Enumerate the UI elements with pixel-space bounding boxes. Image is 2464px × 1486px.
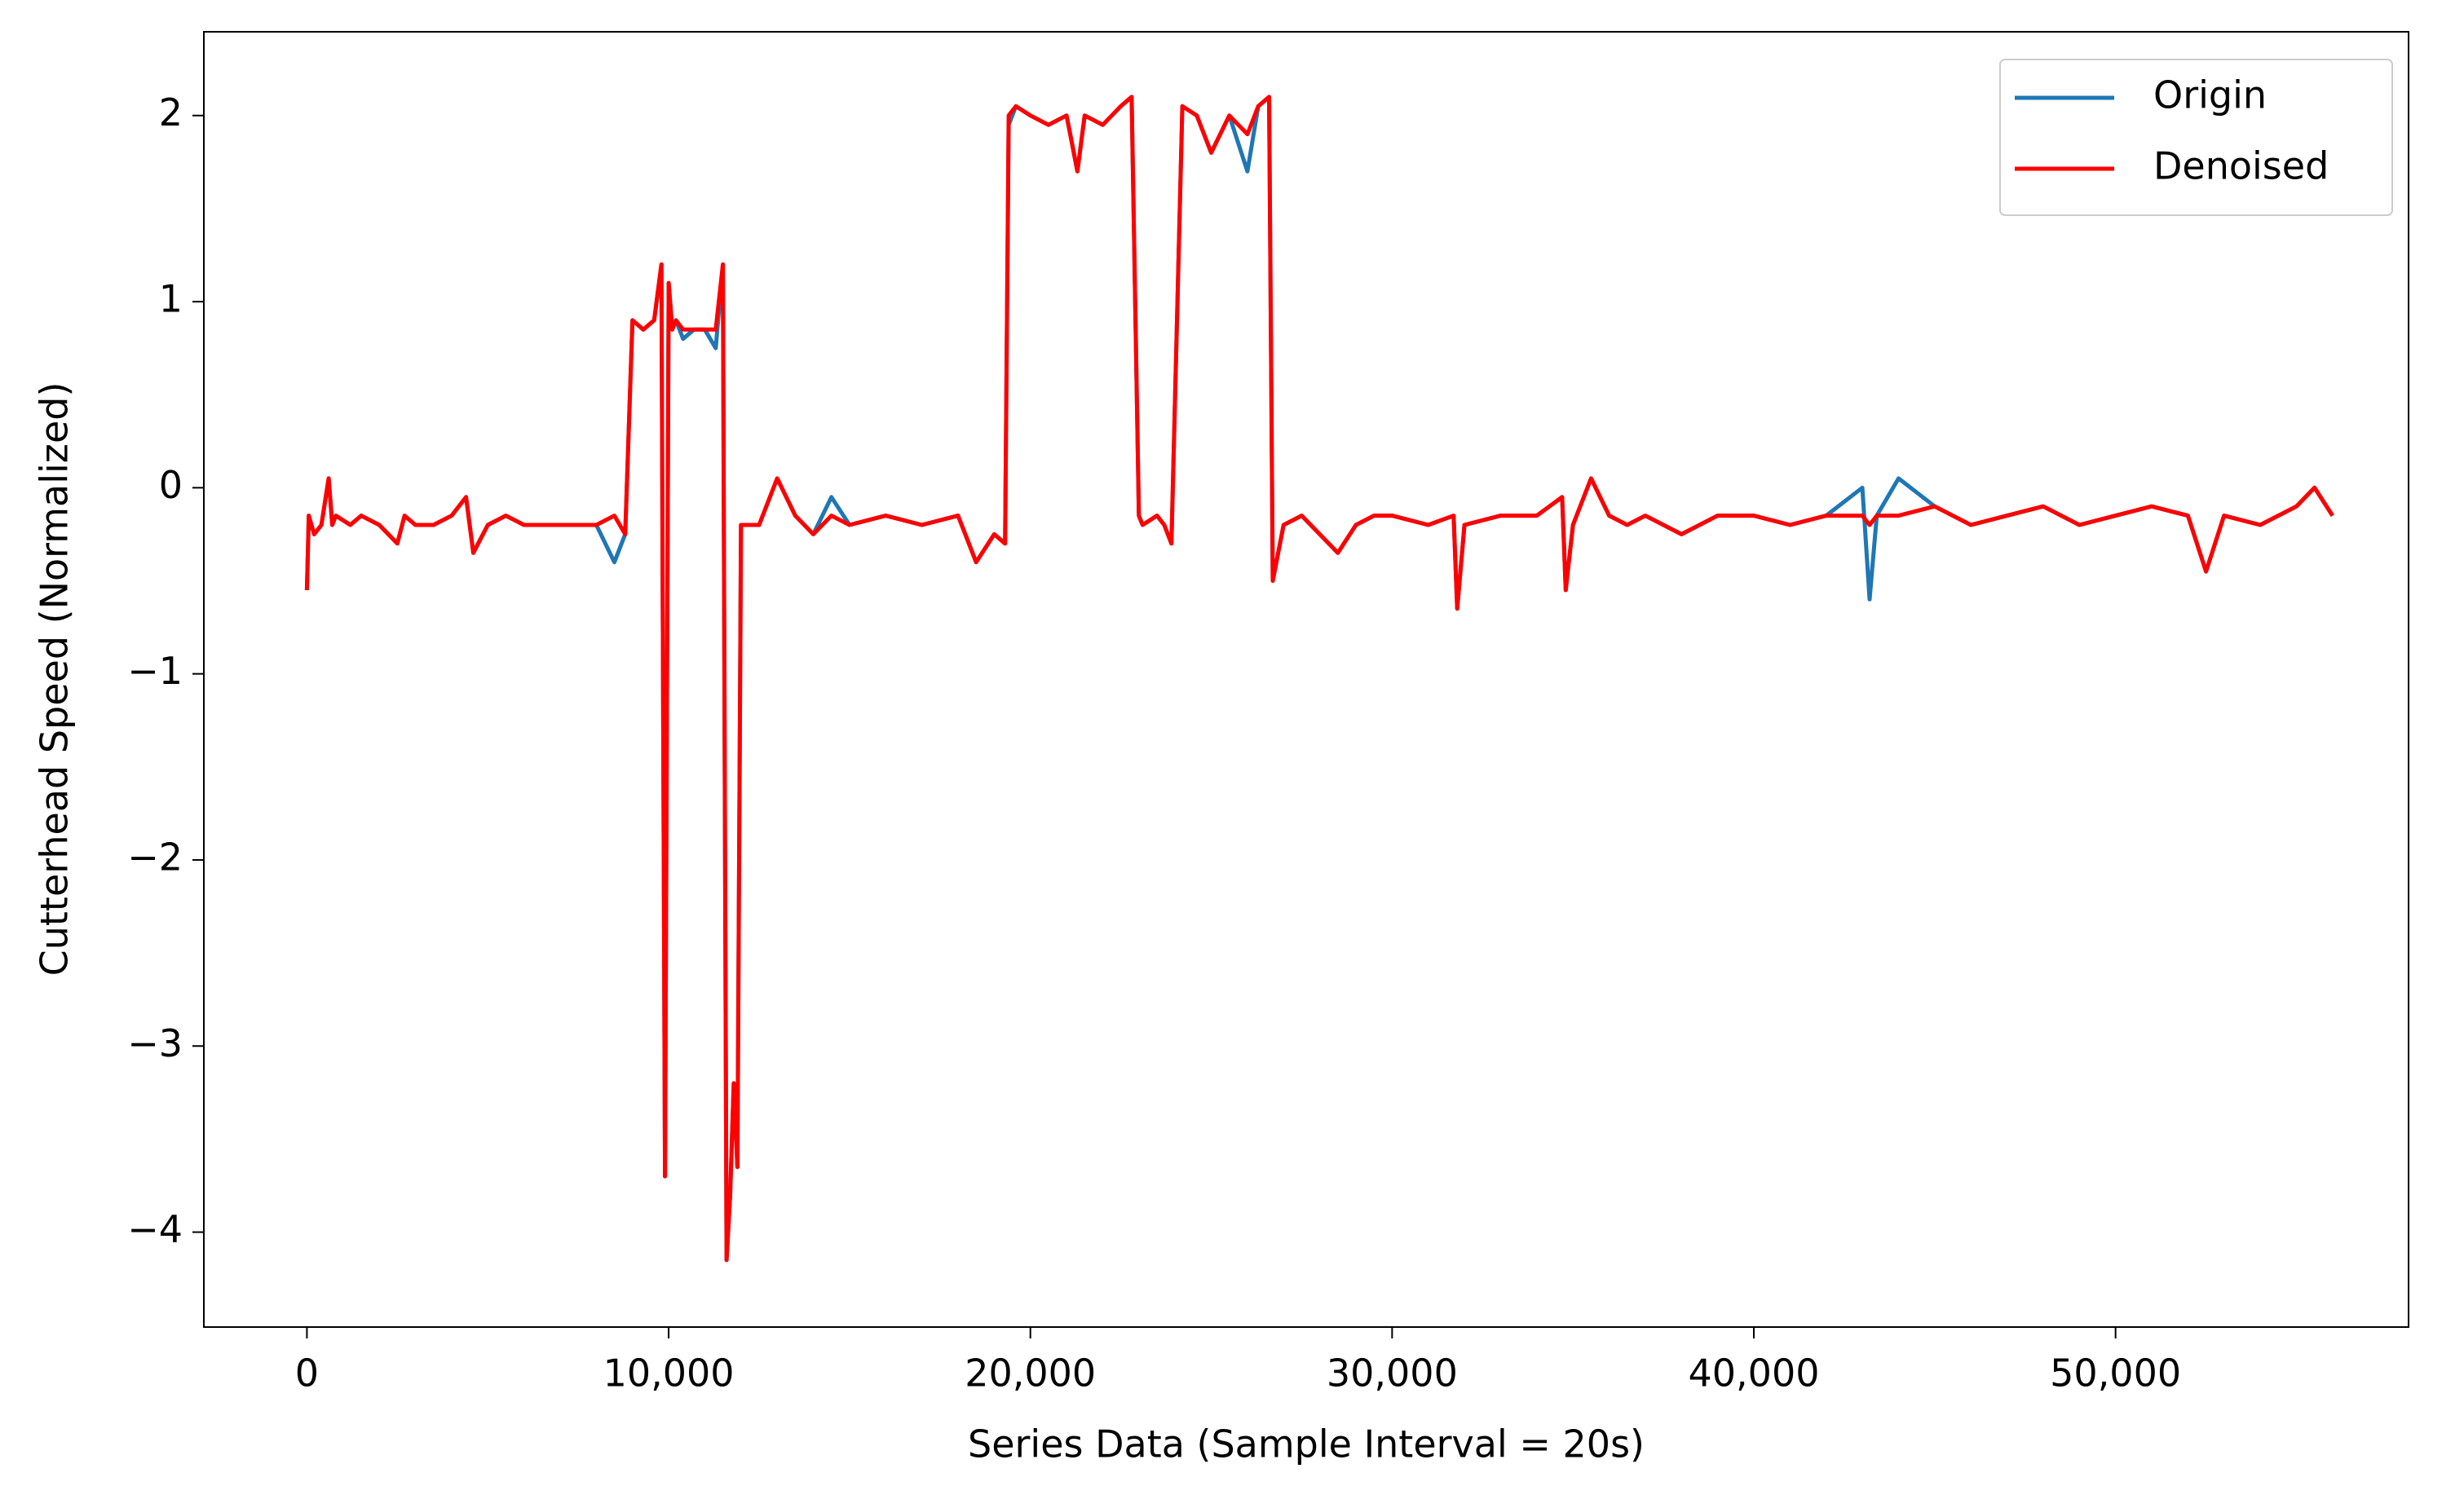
series-line <box>304 95 2334 1263</box>
legend-label: Denoised <box>2153 144 2329 188</box>
y-tick-label: −4 <box>127 1207 183 1251</box>
x-tick-label: 50,000 <box>2050 1352 2181 1396</box>
y-tick-label: 1 <box>159 277 183 321</box>
x-tick-label: 30,000 <box>1327 1352 1458 1396</box>
y-tick-label: 0 <box>159 463 183 507</box>
x-axis-label: Series Data (Sample Interval = 20s) <box>968 1422 1645 1466</box>
legend-label: Origin <box>2153 73 2267 117</box>
y-axis-label: Cutterhead Speed (Normalized) <box>33 382 77 977</box>
y-tick-label: −3 <box>127 1021 183 1065</box>
x-tick-label: 0 <box>295 1352 319 1396</box>
series-line <box>304 95 2334 1263</box>
x-tick-label: 10,000 <box>603 1352 735 1396</box>
y-tick-label: 2 <box>159 90 183 134</box>
plot-frame <box>203 31 2409 1328</box>
x-tick-label: 20,000 <box>965 1352 1096 1396</box>
y-tick-label: −1 <box>127 649 183 693</box>
x-tick-label: 40,000 <box>1689 1352 1820 1396</box>
y-tick-label: −2 <box>127 835 183 879</box>
